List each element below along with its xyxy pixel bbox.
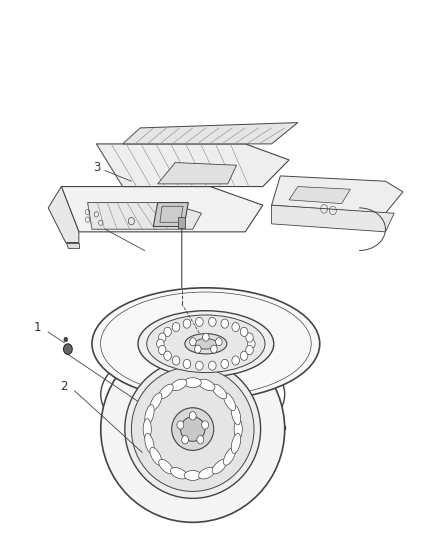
- Polygon shape: [96, 144, 289, 187]
- Polygon shape: [123, 123, 298, 144]
- Ellipse shape: [172, 356, 180, 365]
- Ellipse shape: [195, 338, 217, 349]
- Ellipse shape: [92, 288, 320, 400]
- Ellipse shape: [170, 467, 187, 479]
- Ellipse shape: [212, 384, 227, 399]
- Ellipse shape: [164, 327, 171, 336]
- Ellipse shape: [125, 360, 261, 498]
- Ellipse shape: [223, 393, 236, 410]
- Ellipse shape: [221, 319, 229, 328]
- Ellipse shape: [232, 356, 240, 365]
- Text: 4: 4: [92, 220, 100, 233]
- Ellipse shape: [232, 322, 240, 332]
- Ellipse shape: [150, 448, 162, 465]
- Ellipse shape: [170, 379, 187, 391]
- Ellipse shape: [240, 351, 248, 360]
- Ellipse shape: [221, 359, 229, 368]
- Polygon shape: [48, 187, 79, 243]
- Ellipse shape: [131, 367, 254, 491]
- Ellipse shape: [198, 379, 215, 391]
- Ellipse shape: [185, 334, 227, 354]
- Ellipse shape: [159, 333, 166, 342]
- Ellipse shape: [172, 322, 180, 332]
- Circle shape: [202, 333, 209, 341]
- Ellipse shape: [240, 327, 248, 336]
- Ellipse shape: [159, 345, 166, 354]
- Circle shape: [182, 435, 188, 444]
- Ellipse shape: [208, 317, 216, 326]
- Ellipse shape: [143, 419, 151, 439]
- Ellipse shape: [159, 384, 173, 399]
- Ellipse shape: [231, 433, 240, 454]
- Ellipse shape: [159, 459, 173, 474]
- Ellipse shape: [150, 393, 162, 410]
- Ellipse shape: [223, 448, 236, 465]
- Ellipse shape: [196, 361, 203, 370]
- Circle shape: [215, 338, 222, 346]
- Ellipse shape: [208, 361, 216, 370]
- Circle shape: [197, 435, 204, 444]
- Ellipse shape: [184, 471, 201, 480]
- Circle shape: [189, 411, 196, 420]
- Ellipse shape: [231, 405, 240, 425]
- Ellipse shape: [147, 315, 265, 373]
- Text: 2: 2: [60, 380, 67, 393]
- Polygon shape: [289, 187, 350, 204]
- Ellipse shape: [157, 339, 164, 349]
- Text: 1: 1: [33, 321, 41, 334]
- Ellipse shape: [234, 419, 242, 439]
- Ellipse shape: [164, 351, 171, 360]
- Circle shape: [177, 421, 184, 429]
- Polygon shape: [272, 205, 394, 232]
- Ellipse shape: [184, 378, 201, 387]
- Ellipse shape: [183, 359, 191, 368]
- Polygon shape: [66, 243, 79, 248]
- Ellipse shape: [183, 319, 191, 328]
- Ellipse shape: [180, 417, 205, 441]
- Polygon shape: [88, 203, 201, 229]
- Ellipse shape: [246, 333, 253, 342]
- Bar: [178, 217, 185, 228]
- Polygon shape: [158, 163, 237, 184]
- Ellipse shape: [196, 317, 203, 326]
- Ellipse shape: [212, 459, 227, 474]
- Circle shape: [211, 345, 217, 353]
- Ellipse shape: [198, 467, 215, 479]
- Ellipse shape: [101, 336, 285, 522]
- Ellipse shape: [138, 311, 274, 377]
- Text: 3: 3: [93, 161, 100, 174]
- Ellipse shape: [145, 433, 154, 454]
- Circle shape: [190, 338, 196, 346]
- Circle shape: [201, 421, 208, 429]
- Ellipse shape: [145, 405, 154, 425]
- Ellipse shape: [246, 345, 253, 354]
- Circle shape: [64, 344, 72, 354]
- Circle shape: [64, 337, 67, 342]
- Polygon shape: [153, 203, 188, 227]
- Circle shape: [194, 345, 201, 353]
- Polygon shape: [272, 176, 403, 213]
- Ellipse shape: [247, 339, 255, 349]
- Ellipse shape: [172, 408, 214, 450]
- Polygon shape: [61, 187, 263, 232]
